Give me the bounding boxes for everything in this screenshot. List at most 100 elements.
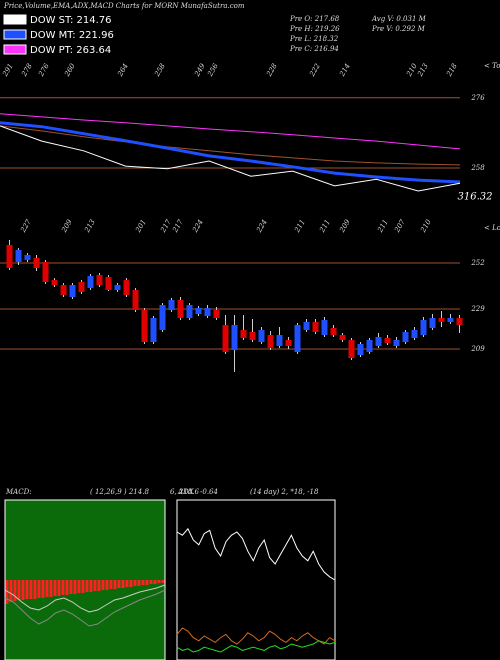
- candle-body: [285, 340, 292, 346]
- candle-body: [33, 258, 40, 268]
- series-line: [0, 125, 461, 166]
- histogram-bar: [29, 580, 33, 599]
- histogram-bar: [81, 580, 85, 593]
- candle-body: [267, 335, 274, 348]
- histogram-bar: [45, 580, 49, 597]
- candle-body: [60, 285, 67, 295]
- info-text: Pre V: 0.292 M: [371, 25, 426, 33]
- panel-title: MACD:: [5, 488, 32, 496]
- candle-body: [222, 325, 229, 352]
- histogram-bar: [109, 580, 113, 589]
- candle-body: [393, 340, 400, 346]
- y-tick-label: 252: [470, 259, 485, 267]
- candle-body: [87, 276, 94, 288]
- histogram-bar: [117, 580, 121, 588]
- candle-body: [213, 310, 220, 318]
- candle-body: [339, 335, 346, 340]
- candle-body: [6, 245, 13, 268]
- candle-body: [348, 340, 355, 358]
- candle-body: [384, 338, 391, 343]
- info-text: Pre C: 216.94: [289, 45, 339, 53]
- candle-body: [195, 308, 202, 314]
- y-tick-label: 209: [470, 345, 485, 353]
- legend-label: DOW PT: 263.64: [30, 45, 111, 56]
- histogram-bar: [129, 580, 133, 587]
- candle-body: [177, 300, 184, 318]
- y-tick-label: 258: [470, 164, 485, 172]
- candle-body: [150, 318, 157, 342]
- histogram-bar: [61, 580, 65, 595]
- histogram-bar: [161, 580, 165, 583]
- candle-body: [447, 318, 454, 322]
- panel-annotation: 6, 218.6: [170, 488, 199, 496]
- histogram-bar: [53, 580, 57, 596]
- y-tick-label: 276: [470, 94, 485, 102]
- candle-body: [114, 285, 121, 290]
- histogram-bar: [121, 580, 125, 588]
- candle-body: [24, 255, 31, 260]
- histogram-bar: [157, 580, 161, 583]
- histogram-bar: [77, 580, 81, 593]
- legend-swatch: [3, 29, 27, 40]
- lows-label: < Lows: [484, 224, 500, 232]
- candle-body: [276, 335, 283, 346]
- histogram-bar: [89, 580, 93, 592]
- histogram-bar: [105, 580, 109, 590]
- legend-swatch: [3, 44, 27, 55]
- histogram-bar: [125, 580, 129, 587]
- histogram-bar: [37, 580, 41, 598]
- candle-body: [168, 300, 175, 310]
- series-line: [0, 121, 461, 184]
- candle-body: [204, 308, 211, 316]
- candle-body: [411, 330, 418, 338]
- candle-body: [420, 320, 427, 335]
- tops-label: < Tops: [484, 62, 500, 70]
- series-line: [4, 584, 166, 613]
- histogram-bar: [69, 580, 73, 594]
- histogram-bar: [133, 580, 137, 586]
- series-line: [176, 640, 336, 653]
- histogram-bar: [25, 580, 29, 599]
- series-line: [0, 113, 461, 150]
- legend-label: DOW ST: 214.76: [30, 15, 112, 26]
- candle-body: [78, 282, 85, 292]
- y-tick-label: 229: [470, 305, 485, 313]
- histogram-bar: [153, 580, 157, 584]
- histogram-bar: [5, 580, 9, 604]
- histogram-bar: [145, 580, 149, 585]
- panel-subtitle: ( 12,26,9 ) 214.8: [90, 488, 149, 496]
- info-text: Pre L: 218.32: [289, 35, 339, 43]
- candle-body: [69, 285, 76, 297]
- candle-body: [303, 322, 310, 330]
- histogram-bar: [9, 580, 13, 602]
- legend-label: DOW MT: 221.96: [30, 30, 114, 41]
- histogram-bar: [49, 580, 53, 597]
- candle-body: [312, 322, 319, 332]
- candle-body: [231, 325, 238, 350]
- candle-body: [51, 280, 58, 285]
- panel-title: ADX: [177, 488, 195, 496]
- candle-body: [438, 318, 445, 322]
- candle-body: [330, 328, 337, 335]
- histogram-bar: [21, 580, 25, 600]
- candle-body: [186, 305, 193, 318]
- histogram-bar: [93, 580, 97, 591]
- histogram-bar: [141, 580, 145, 585]
- candle-body: [141, 310, 148, 342]
- panel-annotation: (14 day) 2, *18, -18: [250, 488, 319, 496]
- candle-body: [132, 290, 139, 310]
- candle-body: [159, 305, 166, 330]
- series-line: [0, 125, 461, 192]
- histogram-bar: [85, 580, 89, 592]
- candle-body: [366, 340, 373, 352]
- candle-body: [123, 280, 130, 295]
- histogram-bar: [17, 580, 21, 600]
- candle-body: [294, 325, 301, 352]
- legend-swatch: [3, 14, 27, 25]
- candle-body: [42, 262, 49, 282]
- title: Price,Volume,EMA,ADX,MACD Charts for MOR…: [3, 2, 245, 10]
- histogram-bar: [13, 580, 17, 601]
- series-line: [4, 589, 166, 627]
- candle-body: [429, 318, 436, 328]
